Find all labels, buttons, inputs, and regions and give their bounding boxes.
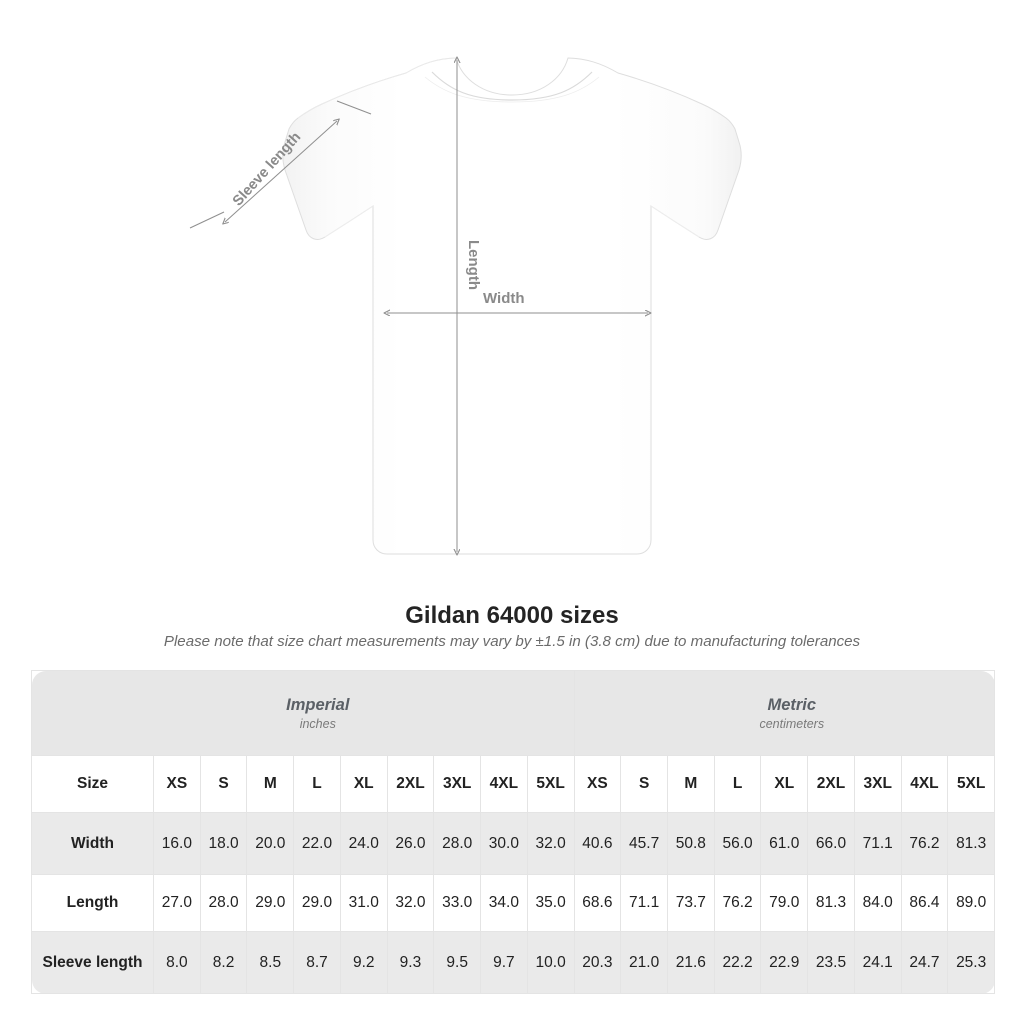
svg-text:Width: Width — [483, 290, 525, 307]
svg-text:Length: Length — [465, 240, 482, 290]
svg-text:Sleeve length: Sleeve length — [230, 129, 304, 209]
